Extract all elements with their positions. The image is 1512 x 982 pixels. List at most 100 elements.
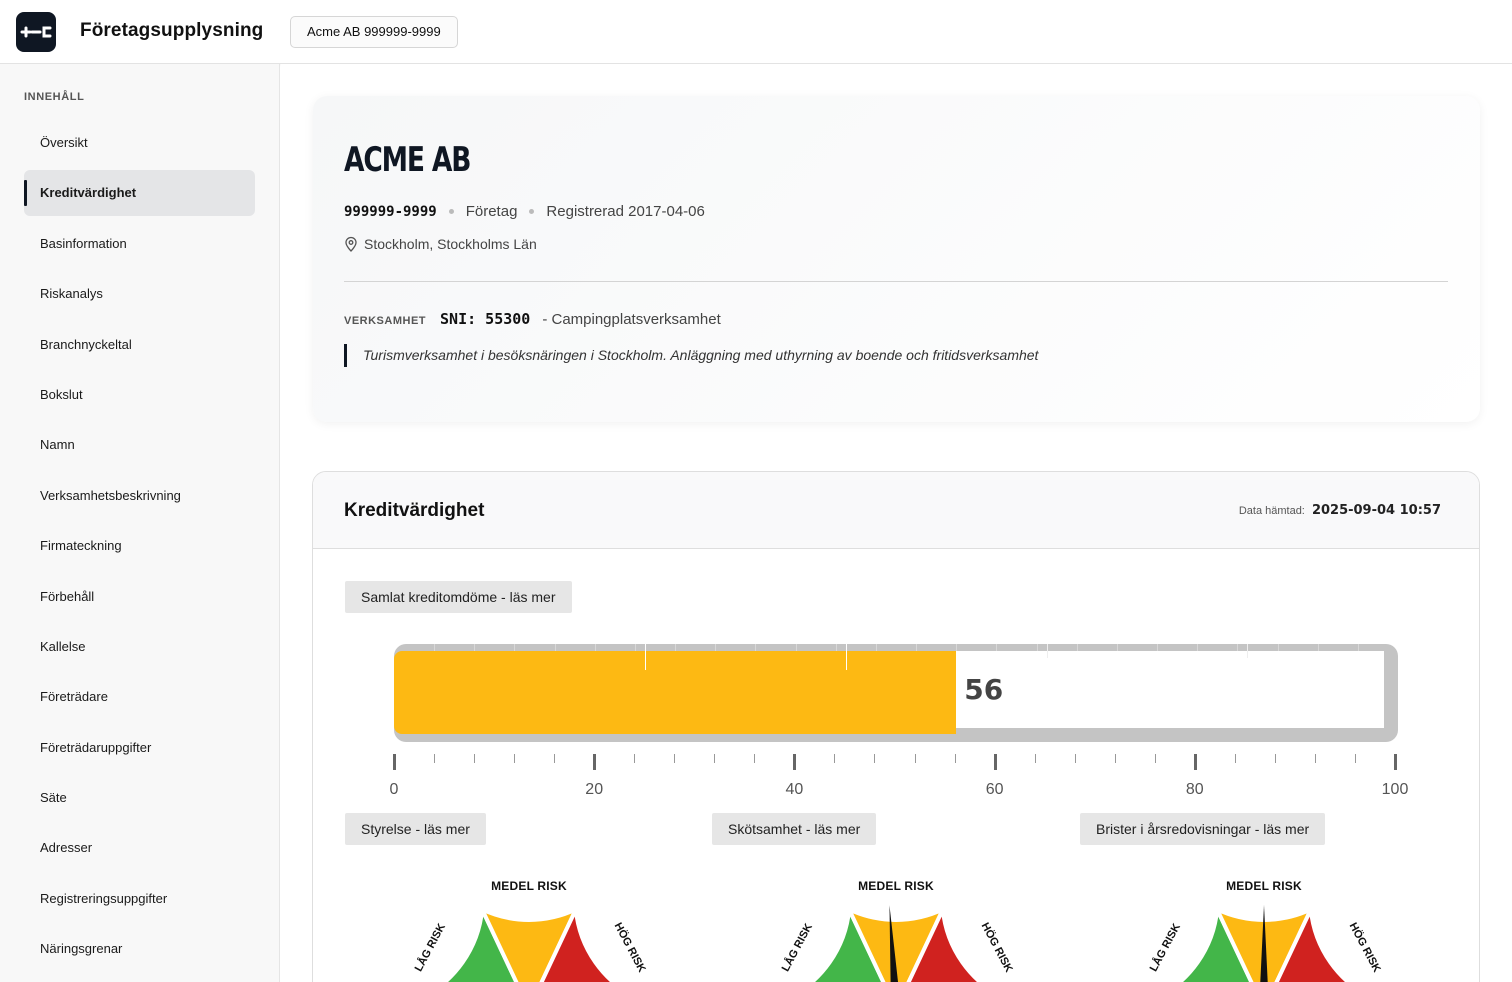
sidebar-nav: Översikt Kreditvärdighet Basinformation Ris…	[24, 120, 255, 977]
arsredovisning-button[interactable]: Brister i årsredovisningar - läs mer	[1080, 813, 1326, 845]
low-risk-label: LÅG RISK	[412, 921, 448, 974]
scale-label: 60	[985, 781, 1004, 798]
company-summary-card: ACME AB 999999-9999 Företag Registrerad 20…	[313, 96, 1480, 422]
app-title: Företagsupplysning	[80, 20, 264, 41]
bar-minor-tick	[795, 644, 797, 651]
scale-minor-tick	[1234, 754, 1236, 763]
sidebar-item--versikt[interactable]: Översikt	[40, 135, 88, 150]
bar-minor-tick	[1157, 644, 1159, 651]
scale-major-tick	[1193, 754, 1197, 770]
bar-minor-tick	[1277, 644, 1279, 651]
sidebar-heading: INNEHÅLL	[24, 91, 85, 103]
bar-minor-tick	[514, 644, 516, 651]
bar-threshold-marker	[645, 644, 646, 670]
high-risk-label: HÖG RISK	[612, 920, 649, 974]
styrelse-risk-gauge: MEDEL RISK LÅG RISK HÖG RISK	[409, 879, 649, 982]
low-risk-segment	[808, 902, 886, 982]
sidebar-item-firmateckning[interactable]: Firmateckning	[40, 538, 122, 554]
low-risk-segment	[1176, 902, 1254, 982]
location-text: Stockholm, Stockholms Län	[364, 236, 537, 252]
bar-minor-tick	[634, 644, 636, 651]
score-scale: 0 20 40 60 80 100	[390, 754, 1408, 814]
sidebar-item-branchnyckeltal[interactable]: Branchnyckeltal	[40, 336, 132, 352]
bar-minor-tick	[1237, 644, 1239, 651]
scale-minor-tick	[1354, 754, 1356, 763]
sidebar-item-namn[interactable]: Namn	[40, 437, 75, 453]
scale-label: 40	[785, 781, 804, 798]
medium-risk-segment	[844, 905, 948, 982]
sni-code: SNI: 55300	[440, 310, 531, 328]
divider	[344, 281, 1448, 282]
sidebar: INNEHÅLL Översikt Kreditvärdighet Basinfor…	[0, 64, 280, 982]
scale-minor-tick	[514, 754, 516, 763]
separator-dot	[529, 208, 535, 214]
bar-minor-tick	[1317, 644, 1319, 651]
low-risk-segment	[441, 902, 519, 982]
app-logo-icon[interactable]	[16, 12, 56, 52]
bar-minor-tick	[835, 644, 837, 651]
bar-minor-tick	[474, 644, 476, 651]
gauge-title: MEDEL RISK	[491, 879, 567, 893]
scale-minor-tick	[874, 754, 876, 763]
scale-minor-tick	[1274, 754, 1276, 763]
scale-minor-tick	[1154, 754, 1156, 763]
skotsamhet-button[interactable]: Skötsamhet - läs mer	[712, 813, 877, 845]
sidebar-item-verksamhetsbeskrivning[interactable]: Verksamhetsbeskrivning	[40, 487, 181, 503]
scale-label: 20	[585, 781, 604, 798]
gauge-needle	[889, 905, 899, 982]
bar-threshold-marker	[1046, 644, 1048, 658]
sidebar-item-n-ringsgrenar[interactable]: Näringsgrenar	[40, 941, 123, 957]
scale-minor-tick	[1074, 754, 1076, 763]
sidebar-item-riskanalys[interactable]: Riskanalys	[40, 286, 103, 302]
scale-major-tick	[993, 754, 997, 770]
data-fetched: Data hämtad: 2025-09-04 10:57	[1239, 503, 1441, 518]
scale-minor-tick	[634, 754, 636, 763]
bar-minor-tick	[916, 644, 918, 651]
sni-description: - Campingplatsverksamhet	[542, 311, 721, 328]
high-risk-label: HÖG RISK	[1347, 920, 1384, 974]
sidebar-item-bokslut[interactable]: Bokslut	[40, 386, 83, 402]
location-pin-icon	[345, 236, 357, 252]
fetched-label: Data hämtad:	[1238, 505, 1305, 517]
bar-threshold-marker	[845, 644, 847, 670]
bar-threshold-marker	[1247, 644, 1249, 658]
company-selector[interactable]: Acme AB 999999-9999	[290, 16, 458, 48]
sidebar-item-kallelse[interactable]: Kallelse	[40, 638, 86, 654]
sidebar-item-basinformation[interactable]: Basinformation	[40, 235, 127, 251]
sidebar-item-kreditv-rdighet[interactable]: Kreditvärdighet	[24, 170, 255, 217]
sidebar-item-adresser[interactable]: Adresser	[40, 840, 93, 856]
scale-minor-tick	[474, 754, 476, 763]
org-number: 999999-9999	[344, 204, 437, 220]
scale-major-tick	[393, 754, 396, 770]
scale-minor-tick	[714, 754, 716, 763]
bar-minor-tick	[996, 644, 998, 651]
sidebar-item-registreringsuppgifter[interactable]: Registreringsuppgifter	[40, 890, 168, 906]
main-content: ACME AB 999999-9999 Företag Registrerad 20…	[281, 64, 1512, 982]
sidebar-item-f-rbeh-ll[interactable]: Förbehåll	[40, 588, 95, 604]
scale-label: 100	[1381, 781, 1409, 798]
scale-minor-tick	[1034, 754, 1036, 763]
high-risk-segment	[1274, 902, 1352, 982]
scale-major-tick	[1394, 754, 1397, 770]
section-title: Kreditvärdighet	[344, 500, 485, 521]
bar-minor-tick	[1116, 644, 1118, 651]
score-bar-fill	[394, 651, 957, 734]
bar-minor-tick	[1076, 644, 1078, 651]
sidebar-item-s-te[interactable]: Säte	[40, 790, 67, 806]
scale-major-tick	[793, 754, 797, 770]
registered-date: Registrerad 2017-04-06	[546, 203, 705, 220]
bar-minor-tick	[1036, 644, 1038, 651]
high-risk-label: HÖG RISK	[979, 920, 1016, 974]
overall-credit-button[interactable]: Samlat kreditomdöme - läs mer	[345, 581, 572, 613]
risk-gauge-chart: LÅG RISK HÖG RISK	[779, 902, 1016, 982]
bar-minor-tick	[594, 644, 596, 651]
kreditvardighet-section: Kreditvärdighet Data hämtad: 2025-09-04 …	[312, 471, 1480, 982]
sidebar-item-f-retr-daruppgifter[interactable]: Företrädaruppgifter	[40, 739, 152, 755]
styrelse-button[interactable]: Styrelse - läs mer	[345, 813, 486, 845]
sidebar-item-f-retr-dare[interactable]: Företrädare	[40, 689, 108, 705]
bar-minor-tick	[755, 644, 757, 651]
bar-minor-tick	[554, 644, 556, 651]
section-header: Kreditvärdighet Data hämtad: 2025-09-04 …	[313, 472, 1479, 549]
scale-minor-tick	[954, 754, 956, 763]
fetched-value: 2025-09-04 10:57	[1311, 503, 1441, 518]
